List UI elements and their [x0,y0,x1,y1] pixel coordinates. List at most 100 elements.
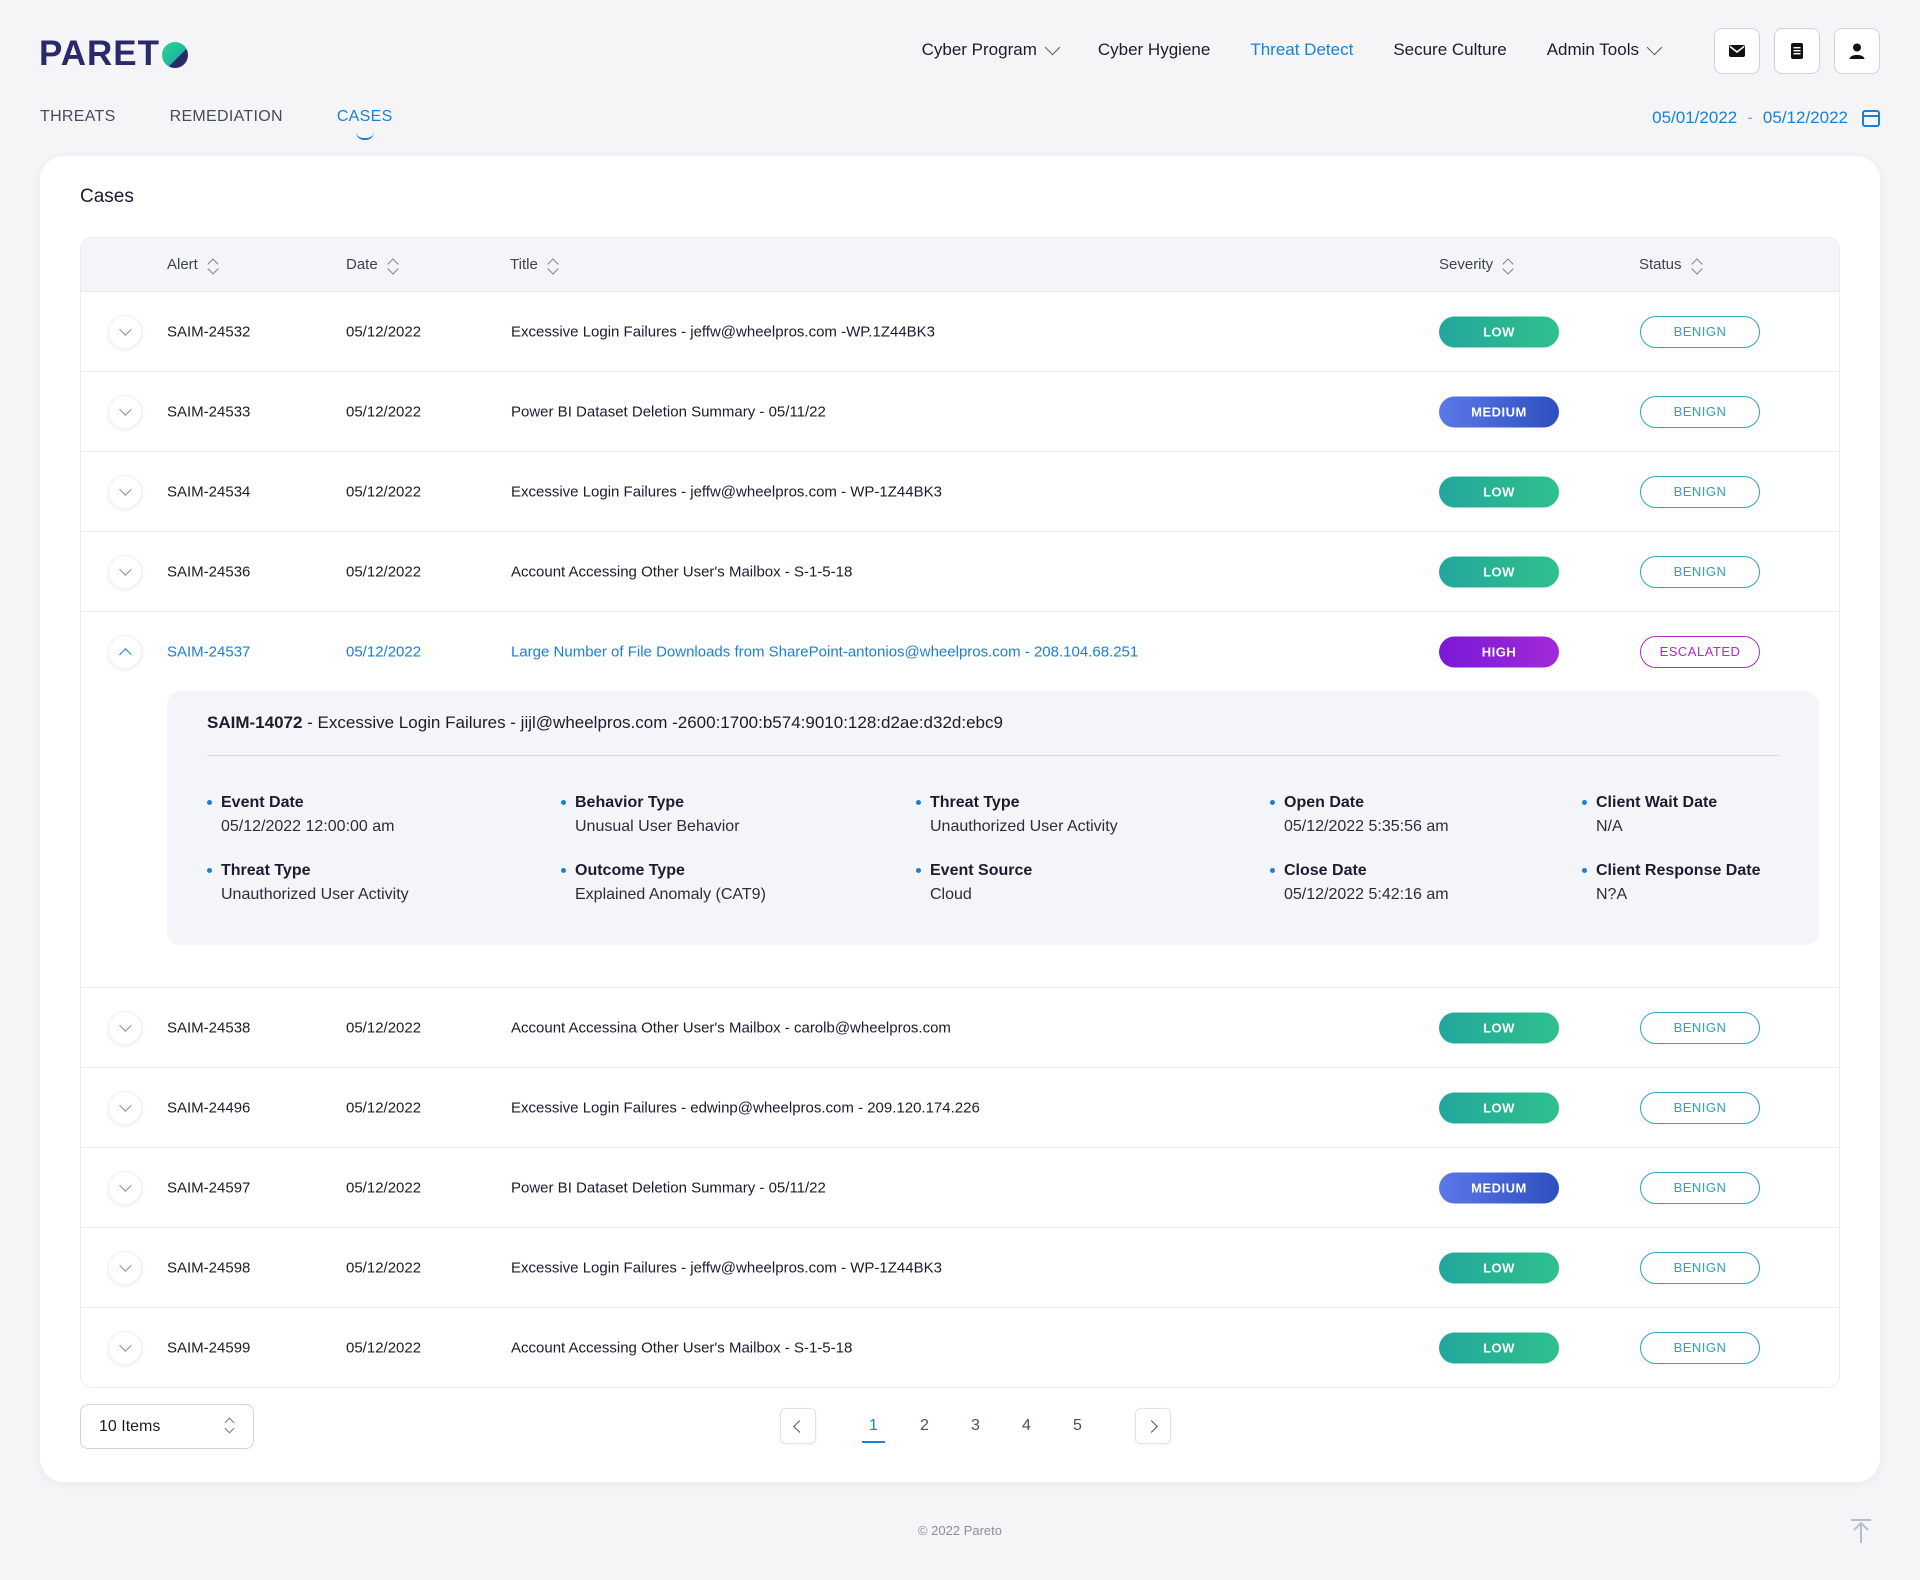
cell-title[interactable]: Account Accessina Other User's Mailbox -… [511,1019,951,1036]
cell-title[interactable]: Account Accessing Other User's Mailbox -… [511,563,853,580]
cell-alert: SAIM-24533 [167,403,251,420]
nav-threat-detect[interactable]: Threat Detect [1250,40,1353,60]
nav-label: Threat Detect [1250,40,1354,59]
nav-secure-culture[interactable]: Secure Culture [1393,40,1506,60]
updown-chevron-icon [225,1417,235,1435]
column-label: Title [510,256,538,273]
cell-alert: SAIM-24532 [167,323,251,340]
page-number-5[interactable]: 5 [1073,1417,1082,1434]
sort-icon[interactable] [388,257,398,273]
field-label: Behavior Type [561,791,740,815]
table-row[interactable]: SAIM-24496 05/12/2022 Excessive Login Fa… [81,1067,1839,1147]
cell-title[interactable]: Power BI Dataset Deletion Summary - 05/1… [511,1179,826,1196]
tab-cases[interactable]: CASES [337,108,393,140]
table-row[interactable]: SAIM-24533 05/12/2022 Power BI Dataset D… [81,371,1839,451]
sort-icon[interactable] [548,257,558,273]
expand-button[interactable] [108,1010,142,1045]
expand-button[interactable] [108,474,142,509]
expand-button[interactable] [108,314,142,349]
page-size-select[interactable]: 10 Items [80,1404,254,1449]
page-number-2[interactable]: 2 [920,1417,929,1434]
cell-title[interactable]: Excessive Login Failures - jeffw@wheelpr… [511,1259,942,1276]
status-badge: BENIGN [1640,555,1760,588]
next-page-button[interactable] [1135,1408,1171,1444]
severity-badge: LOW [1439,1332,1559,1363]
severity-badge: LOW [1439,316,1559,347]
copyright: © 2022 Pareto [917,1523,1003,1538]
cell-title[interactable]: Large Number of File Downloads from Shar… [511,643,1139,660]
field-value: N?A [1596,886,1628,903]
chevron-down-icon [1044,39,1061,55]
nav-cyber-hygiene[interactable]: Cyber Hygiene [1098,40,1210,60]
detail-field: Close Date 05/12/2022 5:42:16 am [1270,859,1449,907]
sort-icon[interactable] [208,257,218,273]
row-detail-panel: SAIM-14072 - Excessive Login Failures - … [167,691,1819,945]
status-badge: BENIGN [1640,1331,1760,1364]
table-row[interactable]: SAIM-24597 05/12/2022 Power BI Dataset D… [81,1147,1839,1227]
table-row[interactable]: SAIM-24598 05/12/2022 Excessive Login Fa… [81,1227,1839,1307]
table-row[interactable]: SAIM-24534 05/12/2022 Excessive Login Fa… [81,451,1839,531]
table-row[interactable]: SAIM-24538 05/12/2022 Account Accessina … [81,987,1839,1067]
column-label: Status [1639,256,1682,273]
cell-title[interactable]: Excessive Login Failures - jeffw@wheelpr… [511,323,936,340]
collapse-button[interactable] [108,634,142,669]
nav-label: Secure Culture [1393,40,1507,59]
cell-title[interactable]: Excessive Login Failures - edwinp@wheelp… [511,1099,980,1116]
column-header-title[interactable]: Title [510,256,558,273]
severity-badge: MEDIUM [1439,1172,1559,1203]
table-row[interactable]: SAIM-24599 05/12/2022 Account Accessing … [81,1307,1839,1387]
table-row[interactable]: SAIM-24536 05/12/2022 Account Accessing … [81,531,1839,611]
field-label: Open Date [1270,791,1449,815]
sort-icon[interactable] [1503,257,1513,273]
status-badge: ESCALATED [1640,635,1760,668]
app-header: PARET Cyber Program Cyber Hygiene Threat… [0,0,1920,104]
column-header-severity[interactable]: Severity [1439,256,1513,273]
date-start: 05/01/2022 [1652,108,1738,127]
document-icon [1791,43,1803,59]
page-number-4[interactable]: 4 [1022,1417,1031,1434]
cell-alert: SAIM-24538 [167,1019,251,1036]
cell-alert: SAIM-24537 [167,643,251,660]
expand-button[interactable] [108,1170,142,1205]
cell-alert: SAIM-24536 [167,563,251,580]
cell-title[interactable]: Account Accessing Other User's Mailbox -… [511,1339,853,1356]
date-separator: - [1747,108,1753,127]
cell-title[interactable]: Power BI Dataset Deletion Summary - 05/1… [511,403,826,420]
field-label: Threat Type [916,791,1118,815]
logo-o-icon [162,42,189,68]
expand-button[interactable] [108,554,142,589]
nav-admin-tools[interactable]: Admin Tools [1547,39,1663,60]
page-number-3[interactable]: 3 [971,1417,980,1434]
page-number-1[interactable]: 1 [848,1417,899,1443]
column-header-date[interactable]: Date [346,256,398,273]
cell-date: 05/12/2022 [346,403,422,420]
expand-button[interactable] [108,394,142,429]
prev-page-button[interactable] [780,1408,816,1444]
tab-remediation[interactable]: REMEDIATION [169,108,283,125]
documents-button[interactable] [1774,28,1820,74]
column-header-status[interactable]: Status [1639,256,1702,273]
detail-field: Open Date 05/12/2022 5:35:56 am [1270,791,1449,839]
table-row[interactable]: SAIM-24532 05/12/2022 Excessive Login Fa… [81,291,1839,371]
mail-button[interactable] [1714,28,1760,74]
table-row-expanded[interactable]: SAIM-24537 05/12/2022 Large Number of Fi… [81,611,1839,691]
sort-icon[interactable] [1692,257,1702,273]
nav-cyber-program[interactable]: Cyber Program [922,39,1061,60]
page-size-value: 10 Items [99,1417,161,1435]
expand-button[interactable] [108,1090,142,1125]
cell-title[interactable]: Excessive Login Failures - jeffw@wheelpr… [511,483,942,500]
field-value: 05/12/2022 5:35:56 am [1284,818,1449,835]
date-range-picker[interactable]: 05/01/2022 - 05/12/2022 [1652,108,1880,128]
tab-threats[interactable]: THREATS [40,108,116,125]
date-end: 05/12/2022 [1762,108,1848,127]
field-label: Client Wait Date [1582,791,1717,815]
detail-field: Event Source Cloud [916,859,1032,907]
pareto-logo[interactable]: PARET [39,34,189,74]
expand-button[interactable] [108,1330,142,1365]
calendar-icon[interactable] [1862,109,1880,127]
detail-case-id[interactable]: SAIM-14072 [207,713,303,732]
expand-button[interactable] [108,1250,142,1285]
column-header-alert[interactable]: Alert [167,256,218,273]
profile-button[interactable] [1834,28,1880,74]
scroll-to-top-icon[interactable] [1850,1518,1872,1544]
